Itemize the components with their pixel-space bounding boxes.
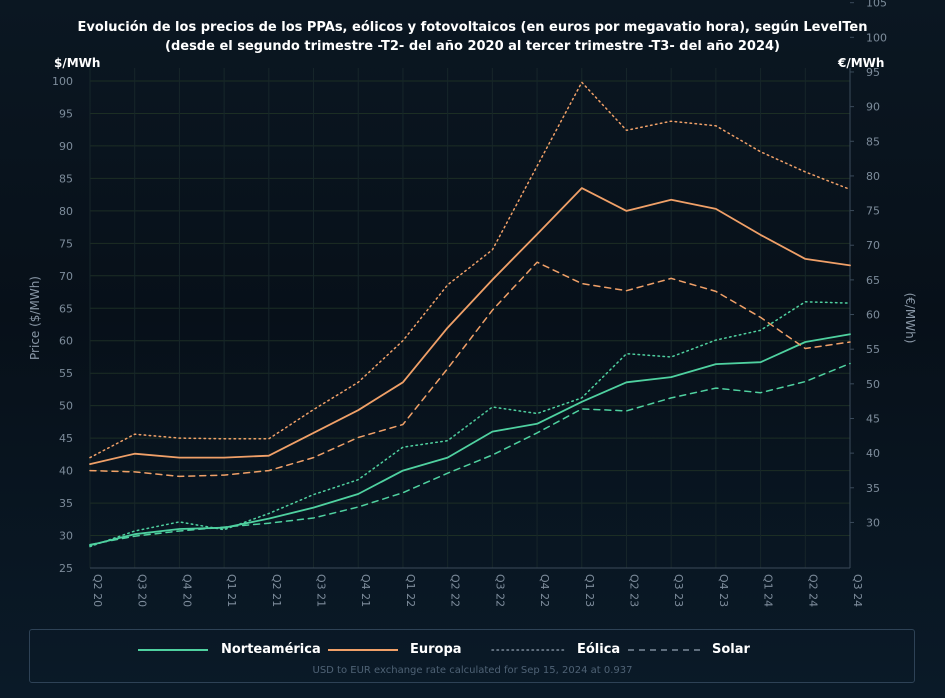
y2-tick-label: 45 — [866, 412, 880, 425]
y2-tick-label: 75 — [866, 205, 880, 218]
legend-box — [29, 629, 915, 683]
x-tick-label: Q2 20 — [91, 574, 104, 607]
y2-tick-label: 35 — [866, 482, 880, 495]
series-line-north_america-solid — [89, 333, 851, 547]
x-tick-label: Q1 23 — [583, 574, 596, 607]
y2-tick-label: 50 — [866, 378, 880, 391]
x-tick-label: Q1 24 — [762, 574, 775, 607]
y-tick-label: 25 — [59, 562, 73, 575]
y2-tick-label: 40 — [866, 447, 880, 460]
y-tick-label: 65 — [59, 302, 73, 315]
y-tick-label: 70 — [59, 270, 73, 283]
x-tick-label: Q4 23 — [717, 574, 730, 607]
x-tick-label: Q2 24 — [806, 574, 819, 607]
right-axis-unit: €/MWh — [838, 56, 885, 70]
x-tick-label: Q3 23 — [672, 574, 685, 607]
y-tick-label: 40 — [59, 465, 73, 478]
x-tick-label: Q3 22 — [493, 574, 506, 607]
y2-tick-label: 70 — [866, 239, 880, 252]
y-tick-label: 95 — [59, 107, 73, 120]
y2-tick-label: 85 — [866, 135, 880, 148]
legend-label-europe: Europa — [410, 642, 462, 657]
y2-tick-label: 65 — [866, 274, 880, 287]
x-tick-label: Q3 21 — [315, 574, 328, 607]
exchange-rate-note: USD to EUR exchange rate calculated for … — [312, 665, 633, 676]
y2-tick-label: 90 — [866, 101, 880, 114]
series-line-europe-solid — [89, 187, 851, 466]
y2-tick-label: 95 — [866, 66, 880, 79]
y-axis-title: Price ($/MWh) — [28, 276, 42, 360]
y-tick-label: 80 — [59, 205, 73, 218]
y2-tick-label: 100 — [866, 31, 887, 44]
x-tick-label: Q2 23 — [627, 574, 640, 607]
y-tick-label: 60 — [59, 335, 73, 348]
legend-label-north-america: Norteamérica — [221, 642, 321, 657]
y-tick-label: 45 — [59, 432, 73, 445]
y2-tick-label: 60 — [866, 309, 880, 322]
series-lines — [89, 81, 851, 548]
x-tick-label: Q4 20 — [180, 574, 193, 607]
axes: 25 30 35 40 45 50 55 60 65 70 75 80 85 90 95 100 30 35 40 4… — [28, 0, 917, 607]
y-tick-label: 50 — [59, 400, 73, 413]
chart-subtitle: (desde el segundo trimestre -T2- del año… — [165, 39, 780, 54]
y-tick-label: 55 — [59, 367, 73, 380]
y-tick-label: 75 — [59, 237, 73, 250]
y2-tick-label: 30 — [866, 516, 880, 529]
x-tick-label: Q1 22 — [404, 574, 417, 607]
series-line-europe-dashed — [89, 261, 851, 478]
x-tick-label: Q4 21 — [359, 574, 372, 607]
y-tick-label: 35 — [59, 497, 73, 510]
x-tick-label: Q1 21 — [225, 574, 238, 607]
y-tick-label: 30 — [59, 530, 73, 543]
y2-tick-label: 55 — [866, 343, 880, 356]
y-tick-label: 85 — [59, 172, 73, 185]
x-tick-label: Q4 22 — [538, 574, 551, 607]
y2-axis-title: (€/MWh) — [903, 293, 917, 344]
y2-tick-label: 80 — [866, 170, 880, 183]
left-axis-unit: $/MWh — [54, 56, 101, 70]
x-tick-label: Q3 20 — [136, 574, 149, 607]
x-tick-label: Q2 22 — [449, 574, 462, 607]
legend-label-solar: Solar — [712, 642, 750, 657]
y-tick-label: 90 — [59, 140, 73, 153]
y2-tick-label: 105 — [866, 0, 887, 10]
legend-label-wind: Eólica — [577, 642, 621, 657]
series-line-north_america-dashed — [89, 362, 851, 546]
y-tick-label: 100 — [52, 75, 73, 88]
series-line-europe-dotted — [89, 81, 851, 459]
chart-title: Evolución de los precios de los PPAs, eó… — [77, 20, 868, 35]
x-tick-label: Q2 21 — [270, 574, 283, 607]
series-line-north_america-dotted — [89, 301, 851, 548]
x-tick-label: Q3 24 — [851, 574, 864, 607]
grid-lines — [89, 68, 851, 569]
